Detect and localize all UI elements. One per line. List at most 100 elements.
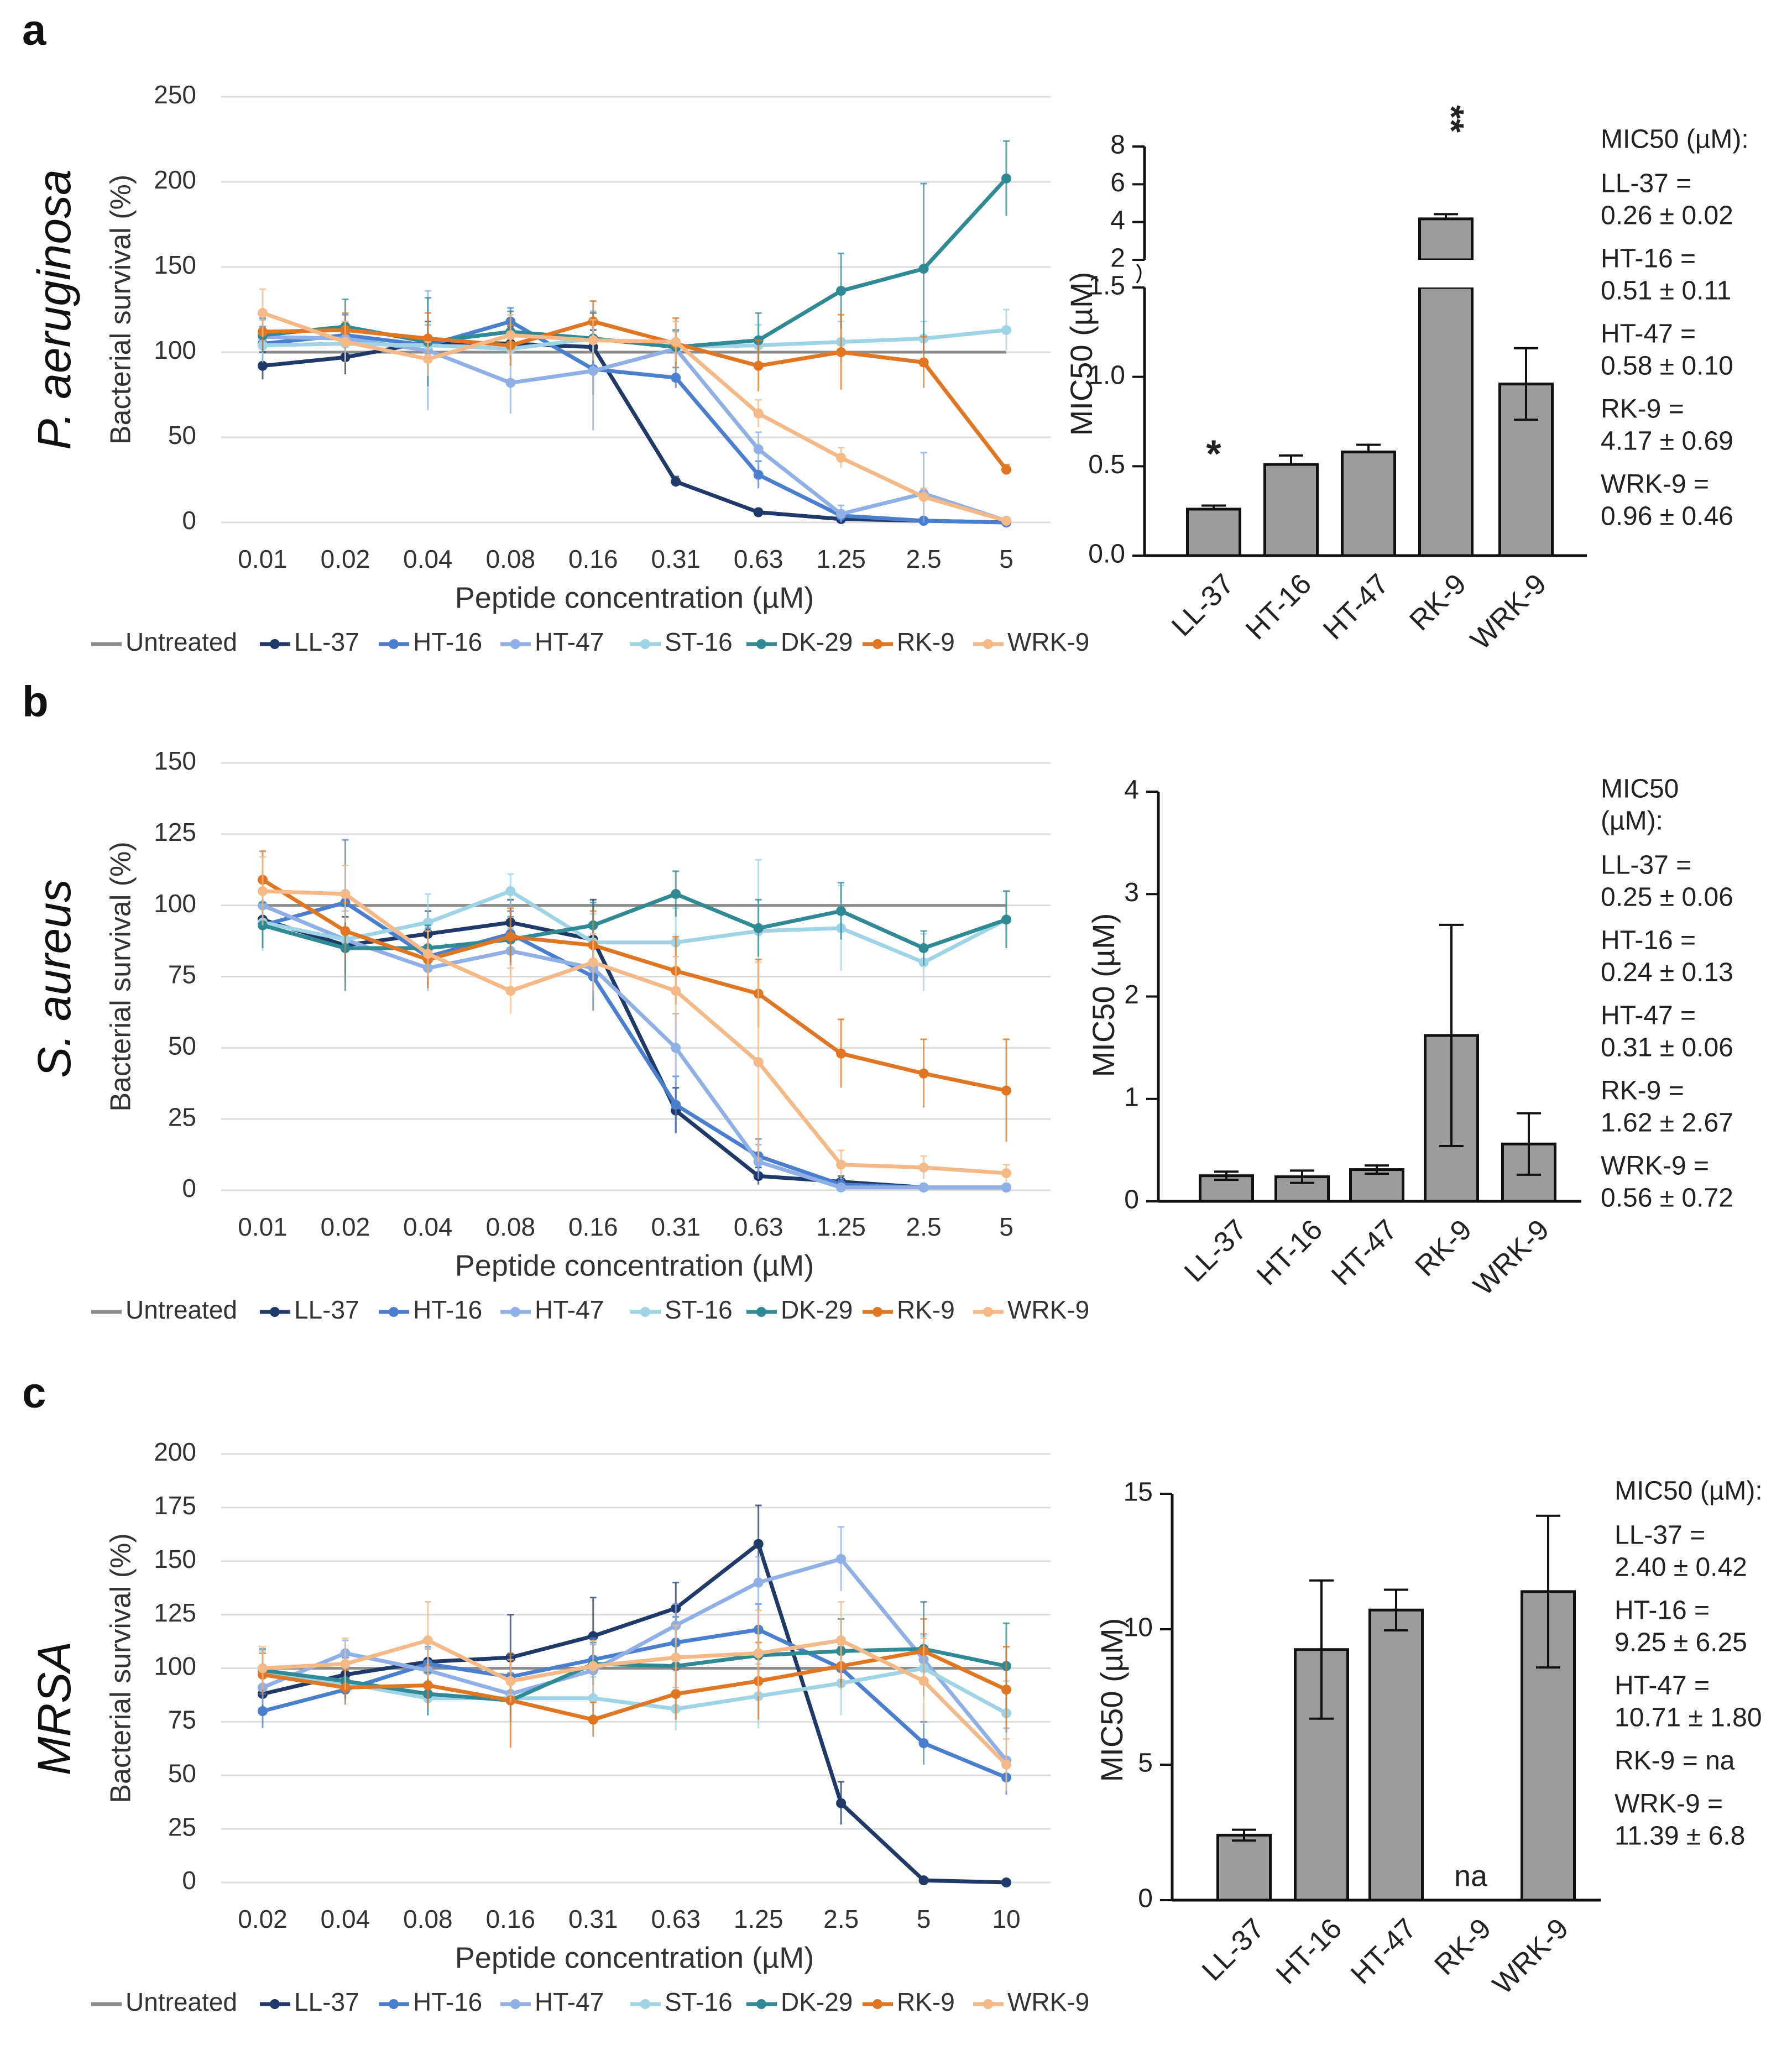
legend-marker	[983, 1999, 993, 2009]
y-tick-label: 200	[154, 1437, 196, 1466]
x-tick-label: WRK-9	[1487, 1912, 1575, 2000]
bar	[1349, 1168, 1404, 1203]
data-point	[753, 1057, 764, 1068]
series-line	[262, 334, 1007, 523]
x-tick-label: 1.25	[816, 1212, 866, 1241]
y-tick-label: 0.0	[1088, 540, 1125, 569]
legend-marker	[640, 1999, 650, 2009]
data-point	[753, 469, 764, 480]
y-tick-label: 2	[1124, 980, 1139, 1010]
line-chart-b: b S. aureus 0 25 50 75 100 125 150 Bacterial surv…	[22, 677, 1089, 1325]
legend-marker	[640, 1307, 650, 1317]
mic50-label: WRK-9 =	[1615, 1790, 1723, 1819]
y-axis-label: MIC50 (µM)	[1086, 913, 1121, 1078]
data-point	[918, 1068, 929, 1079]
mic50-label: HT-16 =	[1601, 926, 1696, 955]
data-point	[340, 926, 351, 937]
x-tick-label: RK-9	[1403, 568, 1472, 637]
y-tick-label: 4	[1124, 776, 1139, 805]
legend: Untreated LL-37 HT-16 HT-47 ST-16 DK-29 RK-9 WR…	[91, 627, 1089, 656]
mic50-label: RK-9 =	[1601, 395, 1684, 424]
data-point	[918, 943, 929, 953]
x-tick-label: 2.5	[823, 1905, 859, 1933]
x-tick-label: HT-16	[1240, 568, 1318, 646]
x-tick-label: 0.31	[651, 1212, 701, 1241]
legend-marker	[510, 1307, 520, 1317]
y-tick-label: 25	[168, 1102, 196, 1131]
series-line	[262, 889, 1007, 1175]
mic50-label: RK-9 =	[1601, 1076, 1684, 1106]
data-point	[588, 365, 598, 376]
y-tick-label: 150	[154, 250, 196, 279]
legend: Untreated LL-37 HT-16 HT-47 ST-16 DK-29 RK-9 WR…	[91, 1988, 1089, 2016]
y-tick-label: 8	[1110, 130, 1125, 160]
legend-marker	[873, 1999, 882, 2009]
data-point	[258, 308, 268, 318]
data-point	[1001, 515, 1011, 526]
mic50-label: LL-37 =	[1601, 851, 1691, 880]
legend-label: HT-16	[413, 1295, 482, 1324]
data-point	[836, 1635, 847, 1646]
data-point	[422, 1635, 433, 1646]
x-tick-label: 5	[999, 1212, 1013, 1241]
data-point	[836, 906, 847, 916]
data-point	[753, 408, 764, 419]
y-tick-label: 6	[1110, 168, 1125, 197]
legend-label: Untreated	[126, 1988, 237, 2016]
data-point	[753, 1577, 764, 1588]
legend-label: ST-16	[665, 1988, 733, 2016]
data-point	[1001, 1685, 1011, 1695]
mic50-value: 9.25 ± 6.25	[1615, 1628, 1747, 1657]
bar	[1186, 508, 1241, 557]
legend-marker	[270, 1307, 280, 1317]
series-WRK-9	[258, 1601, 1011, 1791]
mic50-label: WRK-9 =	[1601, 1152, 1709, 1181]
data-point	[1001, 173, 1011, 184]
y-tick-label: 100	[154, 1652, 196, 1681]
data-point	[588, 1693, 598, 1703]
x-tick-label: 0.04	[321, 1905, 370, 1933]
legend-marker	[983, 639, 993, 649]
data-point	[1001, 1182, 1011, 1193]
legend-label: DK-29	[781, 1988, 853, 2016]
legend-label: Untreated	[126, 627, 237, 656]
mic50-label: RK-9 = na	[1615, 1746, 1735, 1776]
data-point	[671, 1043, 681, 1053]
series-line	[262, 320, 1008, 471]
series-line	[262, 311, 1007, 523]
data-point	[836, 286, 847, 296]
data-point	[918, 264, 929, 274]
y-tick-label: 50	[168, 421, 196, 449]
series-RK-9	[258, 850, 1011, 1142]
y-tick-label: 0	[1124, 1185, 1139, 1215]
mic50-label: HT-47 =	[1601, 320, 1696, 349]
x-tick-label: 0.63	[734, 1212, 783, 1241]
data-point	[1001, 464, 1011, 475]
legend-marker	[983, 1307, 993, 1317]
y-axis-label: Bacterial survival (%)	[105, 841, 137, 1111]
y-tick-label: 0.5	[1088, 450, 1125, 479]
legend-marker	[510, 1999, 520, 2009]
mic50-title: MIC50 (µM):	[1601, 125, 1749, 154]
x-axis-label: Peptide concentration (µM)	[455, 1249, 814, 1282]
data-point	[1001, 1168, 1011, 1179]
legend-label: HT-47	[535, 1988, 604, 2016]
legend-marker	[640, 639, 650, 649]
data-point	[1001, 325, 1011, 335]
data-point	[340, 1659, 351, 1669]
bar-upper	[1418, 217, 1474, 261]
series-LL-37	[258, 1504, 1011, 1887]
series-HT-47	[258, 1526, 1011, 1793]
data-point	[258, 1706, 268, 1716]
series-HT-16	[258, 1603, 1011, 1795]
organism-label: MRSA	[28, 1641, 80, 1776]
y-tick-label: 75	[168, 1706, 196, 1734]
x-tick-label: 0.16	[568, 1212, 618, 1241]
data-point	[671, 1689, 681, 1699]
legend-label: RK-9	[897, 1295, 955, 1324]
data-point	[258, 886, 268, 896]
y-tick-label: 2	[1110, 244, 1125, 273]
series-line	[262, 889, 1007, 965]
x-tick-label: HT-47	[1317, 568, 1395, 646]
